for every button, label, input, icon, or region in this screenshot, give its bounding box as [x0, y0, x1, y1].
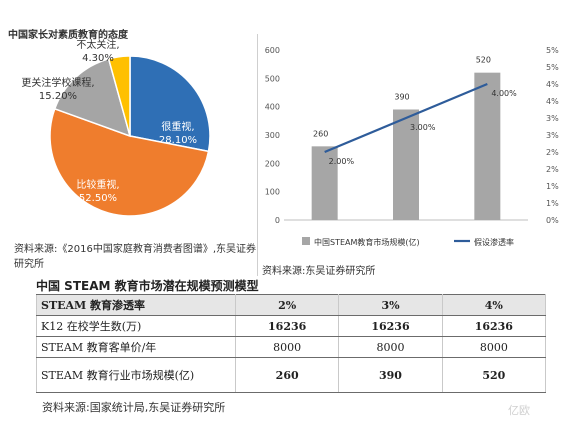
table-row-label: K12 在校学生数(万) — [36, 315, 236, 337]
legend-line-label: 假设渗透率 — [474, 237, 514, 247]
y2-axis-tick-label: 3% — [546, 131, 559, 140]
table-row: K12 在校学生数(万) 16236 16236 16236 — [36, 315, 547, 337]
pie-slice-label: 更关注学校课程, — [21, 76, 94, 89]
y2-axis-tick-label: 4% — [546, 80, 559, 89]
pie-chart-source: 资料来源:《2016中国家庭教育消费者图谱》,东吴证券研究所 — [14, 244, 256, 270]
y2-axis-tick-label: 0% — [546, 216, 559, 225]
pie-slice-label: 不太关注, — [76, 38, 119, 51]
table-cell: 520 — [441, 357, 547, 393]
bar — [311, 146, 338, 220]
y-axis-tick-label: 500 — [265, 74, 280, 83]
table-source: 资料来源:国家统计局,东吴证券研究所 — [42, 401, 226, 414]
y2-axis-tick-label: 5% — [546, 46, 559, 55]
table-row-label: STEAM 教育客单价/年 — [36, 336, 236, 358]
legend-bar-swatch — [302, 237, 310, 245]
line-value-label: 3.00% — [410, 123, 436, 132]
bar-value-label: 520 — [476, 56, 491, 65]
y-axis-tick-label: 200 — [265, 159, 280, 168]
table-header-cell: 2% — [234, 294, 340, 316]
y2-axis-tick-label: 3% — [546, 114, 559, 123]
y2-axis-tick-label: 2% — [546, 148, 559, 157]
table-header-cell: 4% — [441, 294, 547, 316]
table-row-label: STEAM 教育行业市场规模(亿) — [36, 357, 236, 393]
table-row: STEAM 教育行业市场规模(亿) 260 390 520 — [36, 357, 547, 393]
pie-slice — [129, 55, 211, 153]
table-cell: 8000 — [234, 336, 340, 358]
pie-slice-value-label: 52.50% — [79, 193, 117, 204]
bar — [393, 109, 419, 220]
bar-value-label: 260 — [313, 129, 328, 138]
y-axis-tick-label: 100 — [265, 188, 280, 197]
pie-slice-value-label: 4.30% — [82, 53, 114, 64]
y2-axis-tick-label: 4% — [546, 97, 559, 106]
y2-axis-tick-label: 2% — [546, 165, 559, 174]
table-cell: 16236 — [234, 315, 340, 337]
legend-bar-label: 中国STEAM教育市场规模(亿) — [314, 237, 420, 247]
table-cell: 16236 — [441, 315, 547, 337]
market-size-combo-chart: 0 100 200 300 400 500 600 0% 1% 1% 2% 2% 3% 3% 4% 4% 5% 5… — [265, 46, 559, 247]
y2-axis-tick-label: 1% — [546, 182, 559, 191]
pie-slice-label: 很重视, — [161, 120, 194, 133]
pie-chart: 很重视, 28.10% 比较重视, 52.50% 更关注学校课程, 15.20% 不太关注,… — [21, 38, 211, 217]
pie-slice-value-label: 15.20% — [39, 91, 77, 102]
pie-slice-label: 比较重视, — [76, 178, 119, 191]
pie-chart-title: 中国家长对素质教育的态度 — [8, 30, 128, 41]
line-series — [324, 82, 488, 154]
pie-slice-value-label: 28.10% — [159, 135, 197, 146]
y2-axis-tick-label: 5% — [546, 63, 559, 72]
table-header-row: STEAM 教育渗透率 2% 3% 4% — [36, 294, 547, 316]
table-cell: 390 — [338, 357, 443, 393]
watermark-logo: 亿欧 — [508, 404, 530, 417]
table-cell: 8000 — [338, 336, 443, 358]
y-axis-tick-label: 400 — [265, 103, 280, 112]
table-header-label: STEAM 教育渗透率 — [36, 294, 236, 316]
table-cell: 16236 — [338, 315, 443, 337]
y2-axis-tick-label: 1% — [546, 199, 559, 208]
y-axis-tick-label: 0 — [275, 216, 280, 225]
line-value-label: 4.00% — [491, 89, 517, 98]
forecast-table: STEAM 教育渗透率 2% 3% 4% K12 在校学生数(万) 16236 … — [36, 294, 547, 393]
bar-value-label: 390 — [394, 93, 409, 102]
table-cell: 8000 — [441, 336, 547, 358]
table-row: STEAM 教育客单价/年 8000 8000 8000 — [36, 336, 547, 358]
line-value-label: 2.00% — [329, 157, 355, 166]
bar — [474, 72, 501, 220]
y-axis-tick-label: 300 — [265, 131, 280, 140]
combo-chart-source: 资料来源:东吴证券研究所 — [262, 266, 376, 277]
chart-divider — [257, 34, 258, 276]
pie-slice — [53, 57, 132, 138]
pie-slice — [107, 55, 131, 137]
pie-slice — [49, 107, 210, 217]
table-title: 中国 STEAM 教育市场潜在规模预测模型 — [36, 279, 259, 293]
table-cell: 260 — [234, 357, 340, 393]
table-header-cell: 3% — [338, 294, 443, 316]
y-axis-tick-label: 600 — [265, 46, 280, 55]
